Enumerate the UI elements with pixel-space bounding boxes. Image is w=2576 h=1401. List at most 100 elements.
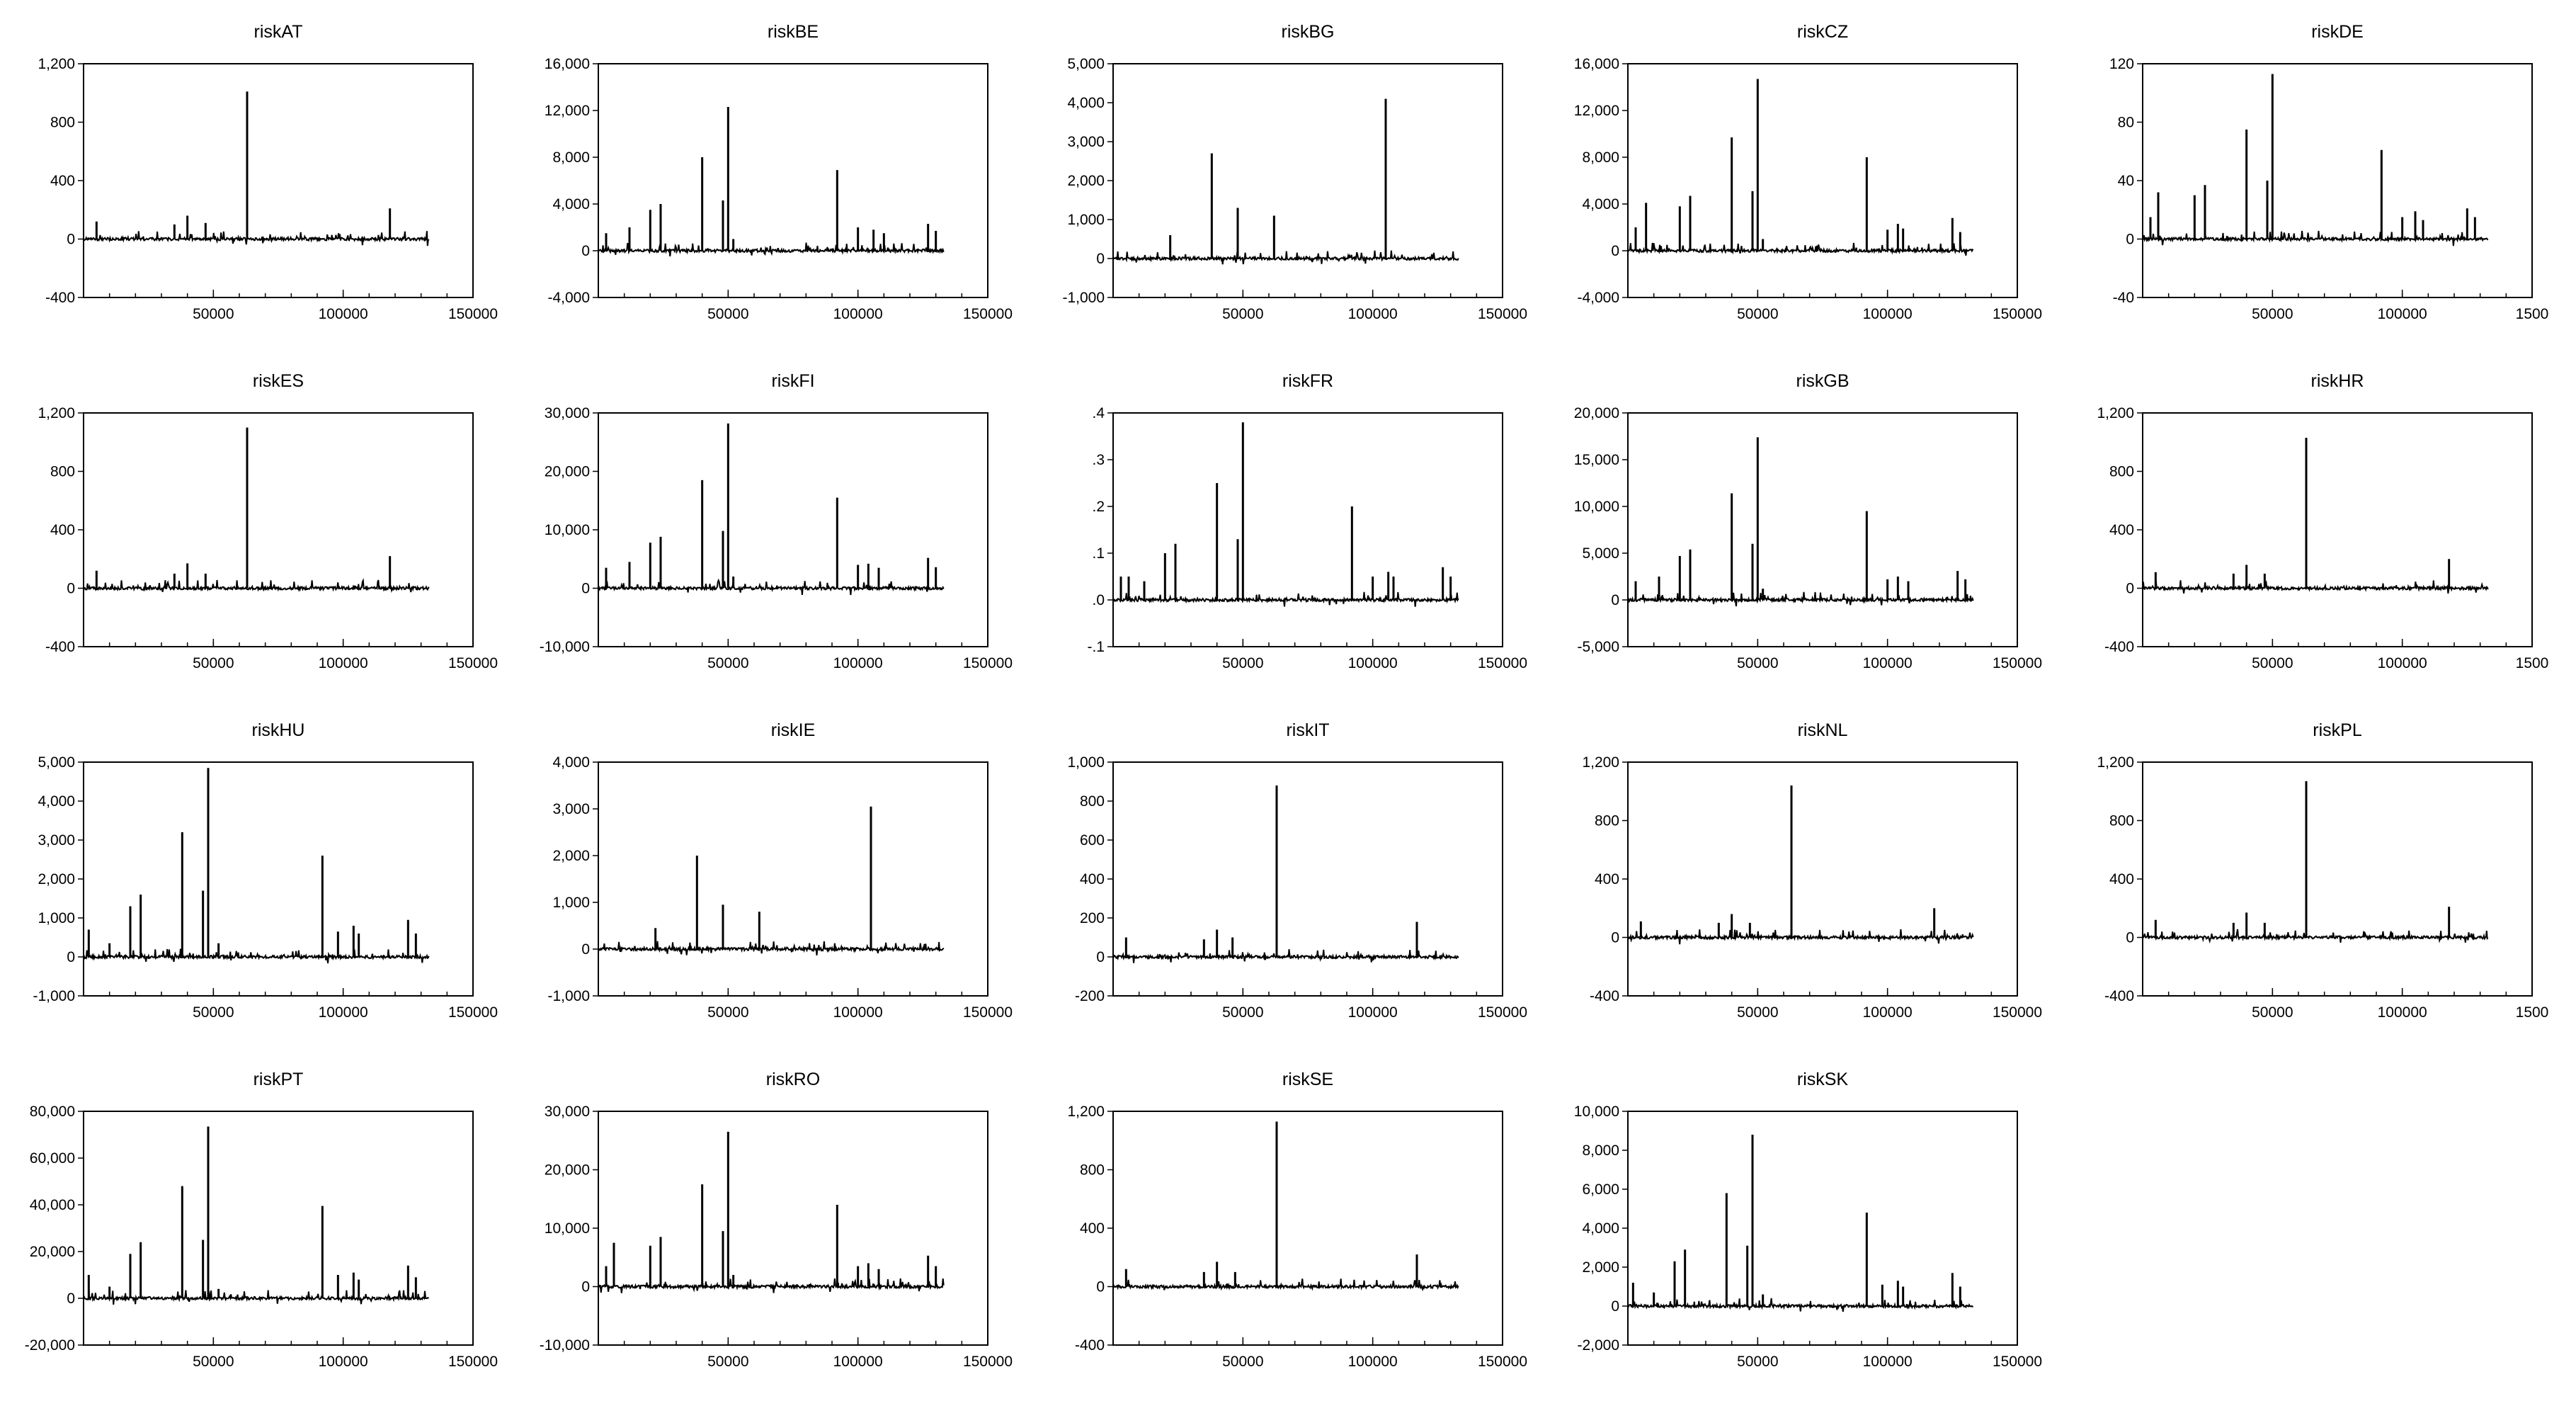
chart-svg-riskpt: riskPT -20,000 0 20,000 40,000 60,000 80,000 50… bbox=[25, 1070, 498, 1370]
chart-title: riskHU bbox=[252, 720, 305, 740]
y-tick-label: 0 bbox=[581, 581, 590, 597]
chart-risksk: riskSK -2,000 0 2,000 4,000 6,000 8,000 10,000 5… bbox=[1544, 1048, 2059, 1397]
y-tick-label: -1,000 bbox=[547, 988, 590, 1004]
chart-title: riskBG bbox=[1282, 22, 1335, 42]
y-tick-label: 0 bbox=[1096, 949, 1105, 965]
chart-riskse: riskSE -400 0 400 800 1,200 50000 100000 150000 bbox=[1030, 1048, 1544, 1397]
chart-svg-riskit: riskIT -200 0 200 400 600 800 1,000 50000 100000 1… bbox=[1067, 720, 1527, 1021]
plot-frame bbox=[2142, 412, 2533, 647]
chart-svg-riskgb: riskGB -5,000 0 5,000 10,000 15,000 20,000 5000… bbox=[1574, 371, 2042, 671]
chart-title: riskES bbox=[253, 371, 304, 391]
y-tick-label: 400 bbox=[1080, 871, 1105, 887]
chart-riskde: riskDE -40 0 40 80 120 50000 100000 1500 bbox=[2059, 0, 2574, 350]
x-tick-label: 150000 bbox=[1993, 1004, 2042, 1021]
chart-title: riskHR bbox=[2311, 371, 2364, 391]
y-tick-label: 20,000 bbox=[545, 464, 590, 480]
y-tick-label: 4,000 bbox=[1582, 196, 1619, 212]
y-tick-label: .3 bbox=[1092, 452, 1105, 468]
y-tick-label: 1,000 bbox=[38, 910, 75, 926]
x-tick-label: 50000 bbox=[193, 1354, 234, 1370]
y-tick-label: -400 bbox=[2104, 988, 2134, 1004]
series-line bbox=[83, 231, 430, 246]
y-tick-label: -4,000 bbox=[1577, 290, 1619, 306]
plot-frame bbox=[1627, 412, 2018, 647]
y-tick-label: 2,000 bbox=[552, 848, 590, 864]
y-tick-label: 10,000 bbox=[545, 1220, 590, 1237]
x-tick-label: 100000 bbox=[319, 1004, 368, 1021]
x-tick-label: 150000 bbox=[1993, 306, 2042, 322]
plot-frame bbox=[598, 412, 988, 647]
x-tick-label: 50000 bbox=[1737, 1354, 1778, 1370]
y-tick-label: 0 bbox=[2126, 232, 2134, 248]
plot-frame bbox=[1627, 63, 2018, 298]
y-tick-label: 15,000 bbox=[1574, 452, 1619, 468]
x-tick-label: 100000 bbox=[319, 1354, 368, 1370]
x-tick-label: 50000 bbox=[707, 306, 748, 322]
y-tick-label: 0 bbox=[67, 949, 75, 965]
series-line bbox=[1627, 242, 1974, 256]
x-tick-label: 100000 bbox=[1863, 1354, 1913, 1370]
chart-title: riskPL bbox=[2313, 720, 2362, 740]
y-tick-label: 1,000 bbox=[552, 895, 590, 911]
y-tick-label: 12,000 bbox=[545, 103, 590, 119]
y-tick-label: 1,200 bbox=[2097, 405, 2134, 421]
y-tick-label: 3,000 bbox=[1067, 134, 1105, 150]
x-tick-label: 150000 bbox=[1478, 306, 1527, 322]
chart-title: riskIE bbox=[771, 720, 816, 740]
x-tick-label: 50000 bbox=[707, 655, 748, 671]
x-tick-label: 150000 bbox=[448, 655, 498, 671]
chart-svg-risknl: riskNL -400 0 400 800 1,200 50000 100000 150000 bbox=[1582, 720, 2042, 1021]
y-tick-label: 2,000 bbox=[38, 871, 75, 887]
y-tick-label: -1,000 bbox=[33, 988, 75, 1004]
series-line bbox=[598, 242, 945, 257]
y-tick-label: 4,000 bbox=[1067, 95, 1105, 111]
chart-title: riskIT bbox=[1286, 720, 1329, 740]
chart-title: riskNL bbox=[1798, 720, 1848, 740]
y-tick-label: 1,200 bbox=[2097, 754, 2134, 771]
x-tick-label: 100000 bbox=[2378, 1004, 2427, 1021]
chart-riskpl: riskPL -400 0 400 800 1,200 50000 100000 1500 bbox=[2059, 698, 2574, 1048]
y-tick-label: 0 bbox=[1096, 1279, 1105, 1295]
y-tick-label: 60,000 bbox=[30, 1150, 75, 1167]
x-tick-label: 100000 bbox=[833, 1354, 883, 1370]
y-tick-label: -400 bbox=[1075, 1337, 1105, 1354]
series-line bbox=[2142, 230, 2489, 246]
chart-title: riskFI bbox=[771, 371, 814, 391]
y-tick-label: 6,000 bbox=[1582, 1181, 1619, 1198]
chart-riskhu: riskHU -1,000 0 1,000 2,000 3,000 4,000 5,000 50… bbox=[0, 698, 515, 1048]
y-tick-label: 800 bbox=[50, 115, 75, 131]
y-tick-label: -400 bbox=[45, 290, 75, 306]
chart-title: riskCZ bbox=[1797, 22, 1848, 42]
x-tick-label: 50000 bbox=[707, 1004, 748, 1021]
x-tick-label: 50000 bbox=[1737, 1004, 1778, 1021]
x-tick-label: 150000 bbox=[1993, 655, 2042, 671]
plot-frame bbox=[83, 412, 474, 647]
chart-title: riskRO bbox=[766, 1070, 820, 1089]
y-tick-label: 800 bbox=[1080, 1162, 1105, 1179]
series-line bbox=[598, 578, 945, 596]
y-tick-label: 4,000 bbox=[552, 754, 590, 771]
x-tick-label: 50000 bbox=[2252, 1004, 2293, 1021]
x-tick-label: 1500 bbox=[2516, 655, 2549, 671]
y-tick-label: .4 bbox=[1092, 405, 1105, 421]
series-line bbox=[1112, 949, 1459, 963]
x-tick-label: 100000 bbox=[319, 655, 368, 671]
y-tick-label: -400 bbox=[45, 639, 75, 655]
x-tick-label: 150000 bbox=[963, 306, 1013, 322]
y-tick-label: 400 bbox=[1595, 871, 1619, 887]
y-tick-label: 800 bbox=[1595, 813, 1619, 829]
y-tick-label: 16,000 bbox=[1574, 56, 1619, 72]
chart-svg-riskde: riskDE -40 0 40 80 120 50000 100000 1500 bbox=[2109, 22, 2548, 322]
y-tick-label: 400 bbox=[50, 522, 75, 538]
y-tick-label: 5,000 bbox=[1067, 56, 1105, 72]
y-tick-label: 800 bbox=[50, 464, 75, 480]
series-line bbox=[2142, 579, 2489, 594]
series-line bbox=[598, 1278, 945, 1293]
chart-riskpt: riskPT -20,000 0 20,000 40,000 60,000 80,000 50… bbox=[0, 1048, 515, 1397]
chart-title: riskAT bbox=[254, 22, 303, 42]
y-tick-label: 16,000 bbox=[545, 56, 590, 72]
y-tick-label: 5,000 bbox=[38, 754, 75, 771]
chart-riskgb: riskGB -5,000 0 5,000 10,000 15,000 20,000 5000… bbox=[1544, 349, 2059, 699]
x-tick-label: 50000 bbox=[1222, 1004, 1263, 1021]
